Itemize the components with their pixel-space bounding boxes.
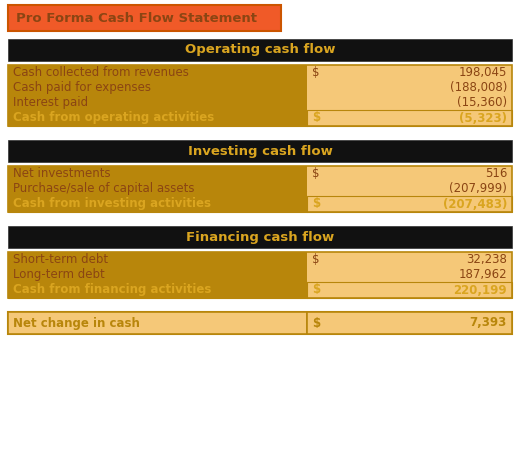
Bar — [8, 282, 307, 298]
Text: Interest paid: Interest paid — [13, 96, 88, 109]
Text: Financing cash flow: Financing cash flow — [186, 230, 334, 244]
Text: $: $ — [312, 66, 319, 79]
Text: Cash collected from revenues: Cash collected from revenues — [13, 66, 189, 79]
Bar — [8, 166, 512, 212]
Text: Cash from operating activities: Cash from operating activities — [13, 111, 214, 125]
Bar — [8, 39, 512, 61]
Text: Pro Forma Cash Flow Statement: Pro Forma Cash Flow Statement — [16, 11, 257, 25]
Bar — [307, 312, 512, 334]
Bar — [307, 65, 512, 110]
Text: $: $ — [312, 317, 320, 329]
Text: Short-term debt: Short-term debt — [13, 253, 108, 266]
Bar — [8, 226, 512, 248]
Text: (15,360): (15,360) — [457, 96, 507, 109]
Bar — [8, 196, 307, 212]
Text: Long-term debt: Long-term debt — [13, 268, 105, 281]
Bar — [8, 5, 281, 31]
Bar — [307, 282, 512, 298]
Bar — [307, 196, 512, 212]
Text: (207,999): (207,999) — [449, 182, 507, 195]
Bar — [8, 110, 307, 126]
Bar — [8, 312, 307, 334]
Text: (5,323): (5,323) — [459, 111, 507, 125]
Text: 7,393: 7,393 — [470, 317, 507, 329]
Text: Operating cash flow: Operating cash flow — [185, 43, 335, 57]
Text: $: $ — [312, 111, 320, 125]
Bar — [8, 140, 512, 162]
Text: Cash paid for expenses: Cash paid for expenses — [13, 81, 151, 94]
Text: 198,045: 198,045 — [459, 66, 507, 79]
Text: 220,199: 220,199 — [453, 284, 507, 296]
Text: 516: 516 — [485, 167, 507, 180]
Text: (207,483): (207,483) — [443, 197, 507, 211]
Text: Investing cash flow: Investing cash flow — [188, 144, 332, 158]
Text: 187,962: 187,962 — [458, 268, 507, 281]
Text: Purchase/sale of capital assets: Purchase/sale of capital assets — [13, 182, 194, 195]
Text: Cash from financing activities: Cash from financing activities — [13, 284, 211, 296]
Bar — [8, 166, 307, 196]
Bar — [8, 252, 512, 298]
Bar — [8, 312, 512, 334]
Text: $: $ — [312, 284, 320, 296]
Text: $: $ — [312, 253, 319, 266]
Text: Net change in cash: Net change in cash — [13, 317, 140, 329]
Text: Cash from investing activities: Cash from investing activities — [13, 197, 211, 211]
Text: Net investments: Net investments — [13, 167, 111, 180]
Bar — [8, 65, 307, 110]
Bar — [8, 65, 512, 126]
Text: 32,238: 32,238 — [466, 253, 507, 266]
Bar — [8, 252, 307, 282]
Bar — [307, 252, 512, 282]
Bar — [307, 110, 512, 126]
Text: (188,008): (188,008) — [450, 81, 507, 94]
Text: $: $ — [312, 197, 320, 211]
Bar — [307, 166, 512, 196]
Text: $: $ — [312, 167, 319, 180]
